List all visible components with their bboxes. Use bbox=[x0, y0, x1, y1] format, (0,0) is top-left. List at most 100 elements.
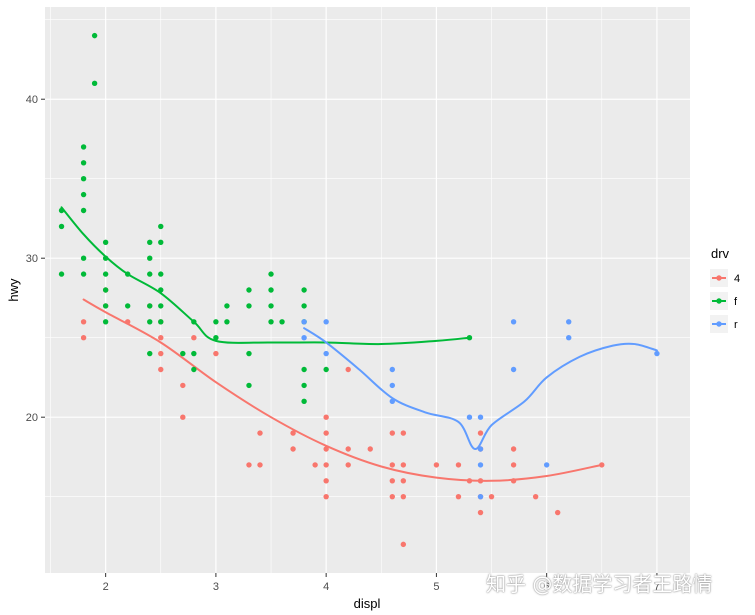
data-point-4 bbox=[345, 366, 351, 373]
data-point-4 bbox=[290, 430, 296, 436]
data-point-r bbox=[301, 319, 307, 325]
data-point-f bbox=[124, 303, 131, 309]
data-point-4 bbox=[400, 462, 407, 468]
data-point-4 bbox=[213, 350, 219, 357]
data-point-f bbox=[58, 207, 65, 214]
data-point-4 bbox=[488, 493, 495, 500]
data-point-4 bbox=[477, 430, 484, 436]
data-point-r bbox=[510, 366, 517, 373]
data-point-4 bbox=[510, 446, 517, 452]
data-point-4 bbox=[510, 478, 517, 484]
data-point-4 bbox=[455, 462, 462, 468]
data-point-f bbox=[147, 239, 153, 246]
data-point-f bbox=[158, 271, 164, 277]
legend-key-point-r bbox=[716, 321, 722, 327]
data-point-4 bbox=[124, 319, 131, 325]
data-point-4 bbox=[455, 493, 462, 500]
data-point-f bbox=[323, 366, 329, 373]
data-point-4 bbox=[477, 478, 484, 484]
trend-line-4 bbox=[82, 298, 603, 482]
data-point-f bbox=[301, 398, 307, 404]
data-point-4 bbox=[158, 350, 164, 357]
legend-title: drv bbox=[711, 246, 730, 261]
x-axis-title: displ bbox=[354, 596, 381, 611]
data-point-4 bbox=[323, 462, 329, 468]
data-point-r bbox=[323, 319, 329, 325]
data-point-4 bbox=[80, 334, 87, 341]
data-point-f bbox=[80, 255, 87, 261]
data-points bbox=[58, 32, 660, 548]
data-point-f bbox=[301, 303, 307, 309]
data-point-4 bbox=[158, 334, 164, 341]
data-point-r bbox=[566, 319, 572, 325]
data-point-4 bbox=[389, 430, 396, 436]
data-point-4 bbox=[599, 462, 605, 468]
data-point-4 bbox=[323, 446, 329, 452]
data-point-4 bbox=[257, 462, 263, 468]
data-point-4 bbox=[554, 509, 561, 516]
data-point-4 bbox=[400, 493, 407, 500]
data-point-r bbox=[389, 398, 396, 404]
data-point-f bbox=[301, 382, 307, 389]
trend-line-f bbox=[60, 206, 471, 346]
data-point-4 bbox=[290, 446, 296, 452]
data-point-4 bbox=[400, 478, 407, 484]
x-tick-label: 3 bbox=[213, 581, 219, 593]
y-tick-label: 40 bbox=[26, 94, 38, 106]
data-point-f bbox=[246, 382, 252, 389]
data-point-f bbox=[180, 350, 186, 357]
data-point-4 bbox=[180, 414, 186, 420]
data-point-4 bbox=[345, 446, 351, 452]
data-point-4 bbox=[191, 334, 197, 341]
data-point-f bbox=[102, 319, 109, 325]
data-point-4 bbox=[400, 541, 407, 548]
data-point-f bbox=[147, 350, 153, 357]
data-point-f bbox=[102, 255, 109, 261]
data-point-f bbox=[58, 223, 65, 230]
data-point-f bbox=[80, 160, 87, 166]
x-tick-label: 4 bbox=[323, 581, 329, 593]
data-point-r bbox=[566, 334, 572, 341]
data-point-f bbox=[268, 287, 274, 293]
x-tick-label: 2 bbox=[103, 581, 109, 593]
data-point-4 bbox=[466, 478, 473, 484]
data-point-f bbox=[268, 303, 274, 309]
data-point-f bbox=[301, 366, 307, 373]
x-tick-label: 7 bbox=[654, 581, 660, 593]
data-point-f bbox=[80, 191, 87, 198]
data-point-f bbox=[246, 350, 252, 357]
legend-keys: 4 fr bbox=[710, 269, 740, 333]
data-point-f bbox=[158, 239, 164, 246]
data-point-4 bbox=[323, 430, 329, 436]
data-point-f bbox=[224, 303, 230, 309]
data-point-f bbox=[102, 287, 109, 293]
data-point-r bbox=[389, 366, 396, 373]
data-point-4 bbox=[532, 493, 539, 500]
data-point-r bbox=[477, 414, 484, 420]
legend-label-4: 4 bbox=[734, 273, 740, 285]
data-point-f bbox=[268, 319, 274, 325]
data-point-4 bbox=[158, 366, 164, 373]
data-point-f bbox=[213, 334, 219, 341]
data-point-f bbox=[80, 144, 87, 150]
data-point-r bbox=[323, 350, 329, 357]
data-point-4 bbox=[367, 446, 373, 452]
data-point-f bbox=[191, 350, 197, 357]
x-tick-label: 6 bbox=[544, 581, 550, 593]
data-point-f bbox=[147, 303, 153, 309]
data-point-f bbox=[58, 271, 65, 277]
y-axis-ticks: 20 30 40 bbox=[26, 94, 45, 424]
y-tick-label: 30 bbox=[26, 253, 38, 265]
data-point-4 bbox=[510, 462, 517, 468]
data-point-4 bbox=[400, 430, 407, 436]
watermark-text: 知乎 @数据学习者王路情 bbox=[486, 572, 713, 596]
y-axis-title: hwy bbox=[6, 278, 21, 302]
data-point-4 bbox=[389, 478, 396, 484]
data-point-4 bbox=[312, 462, 318, 468]
data-point-4 bbox=[80, 319, 87, 325]
data-point-4 bbox=[389, 462, 396, 468]
y-tick-label: 20 bbox=[26, 412, 38, 424]
data-point-r bbox=[301, 334, 307, 341]
data-point-f bbox=[224, 319, 230, 325]
data-point-r bbox=[477, 446, 484, 452]
